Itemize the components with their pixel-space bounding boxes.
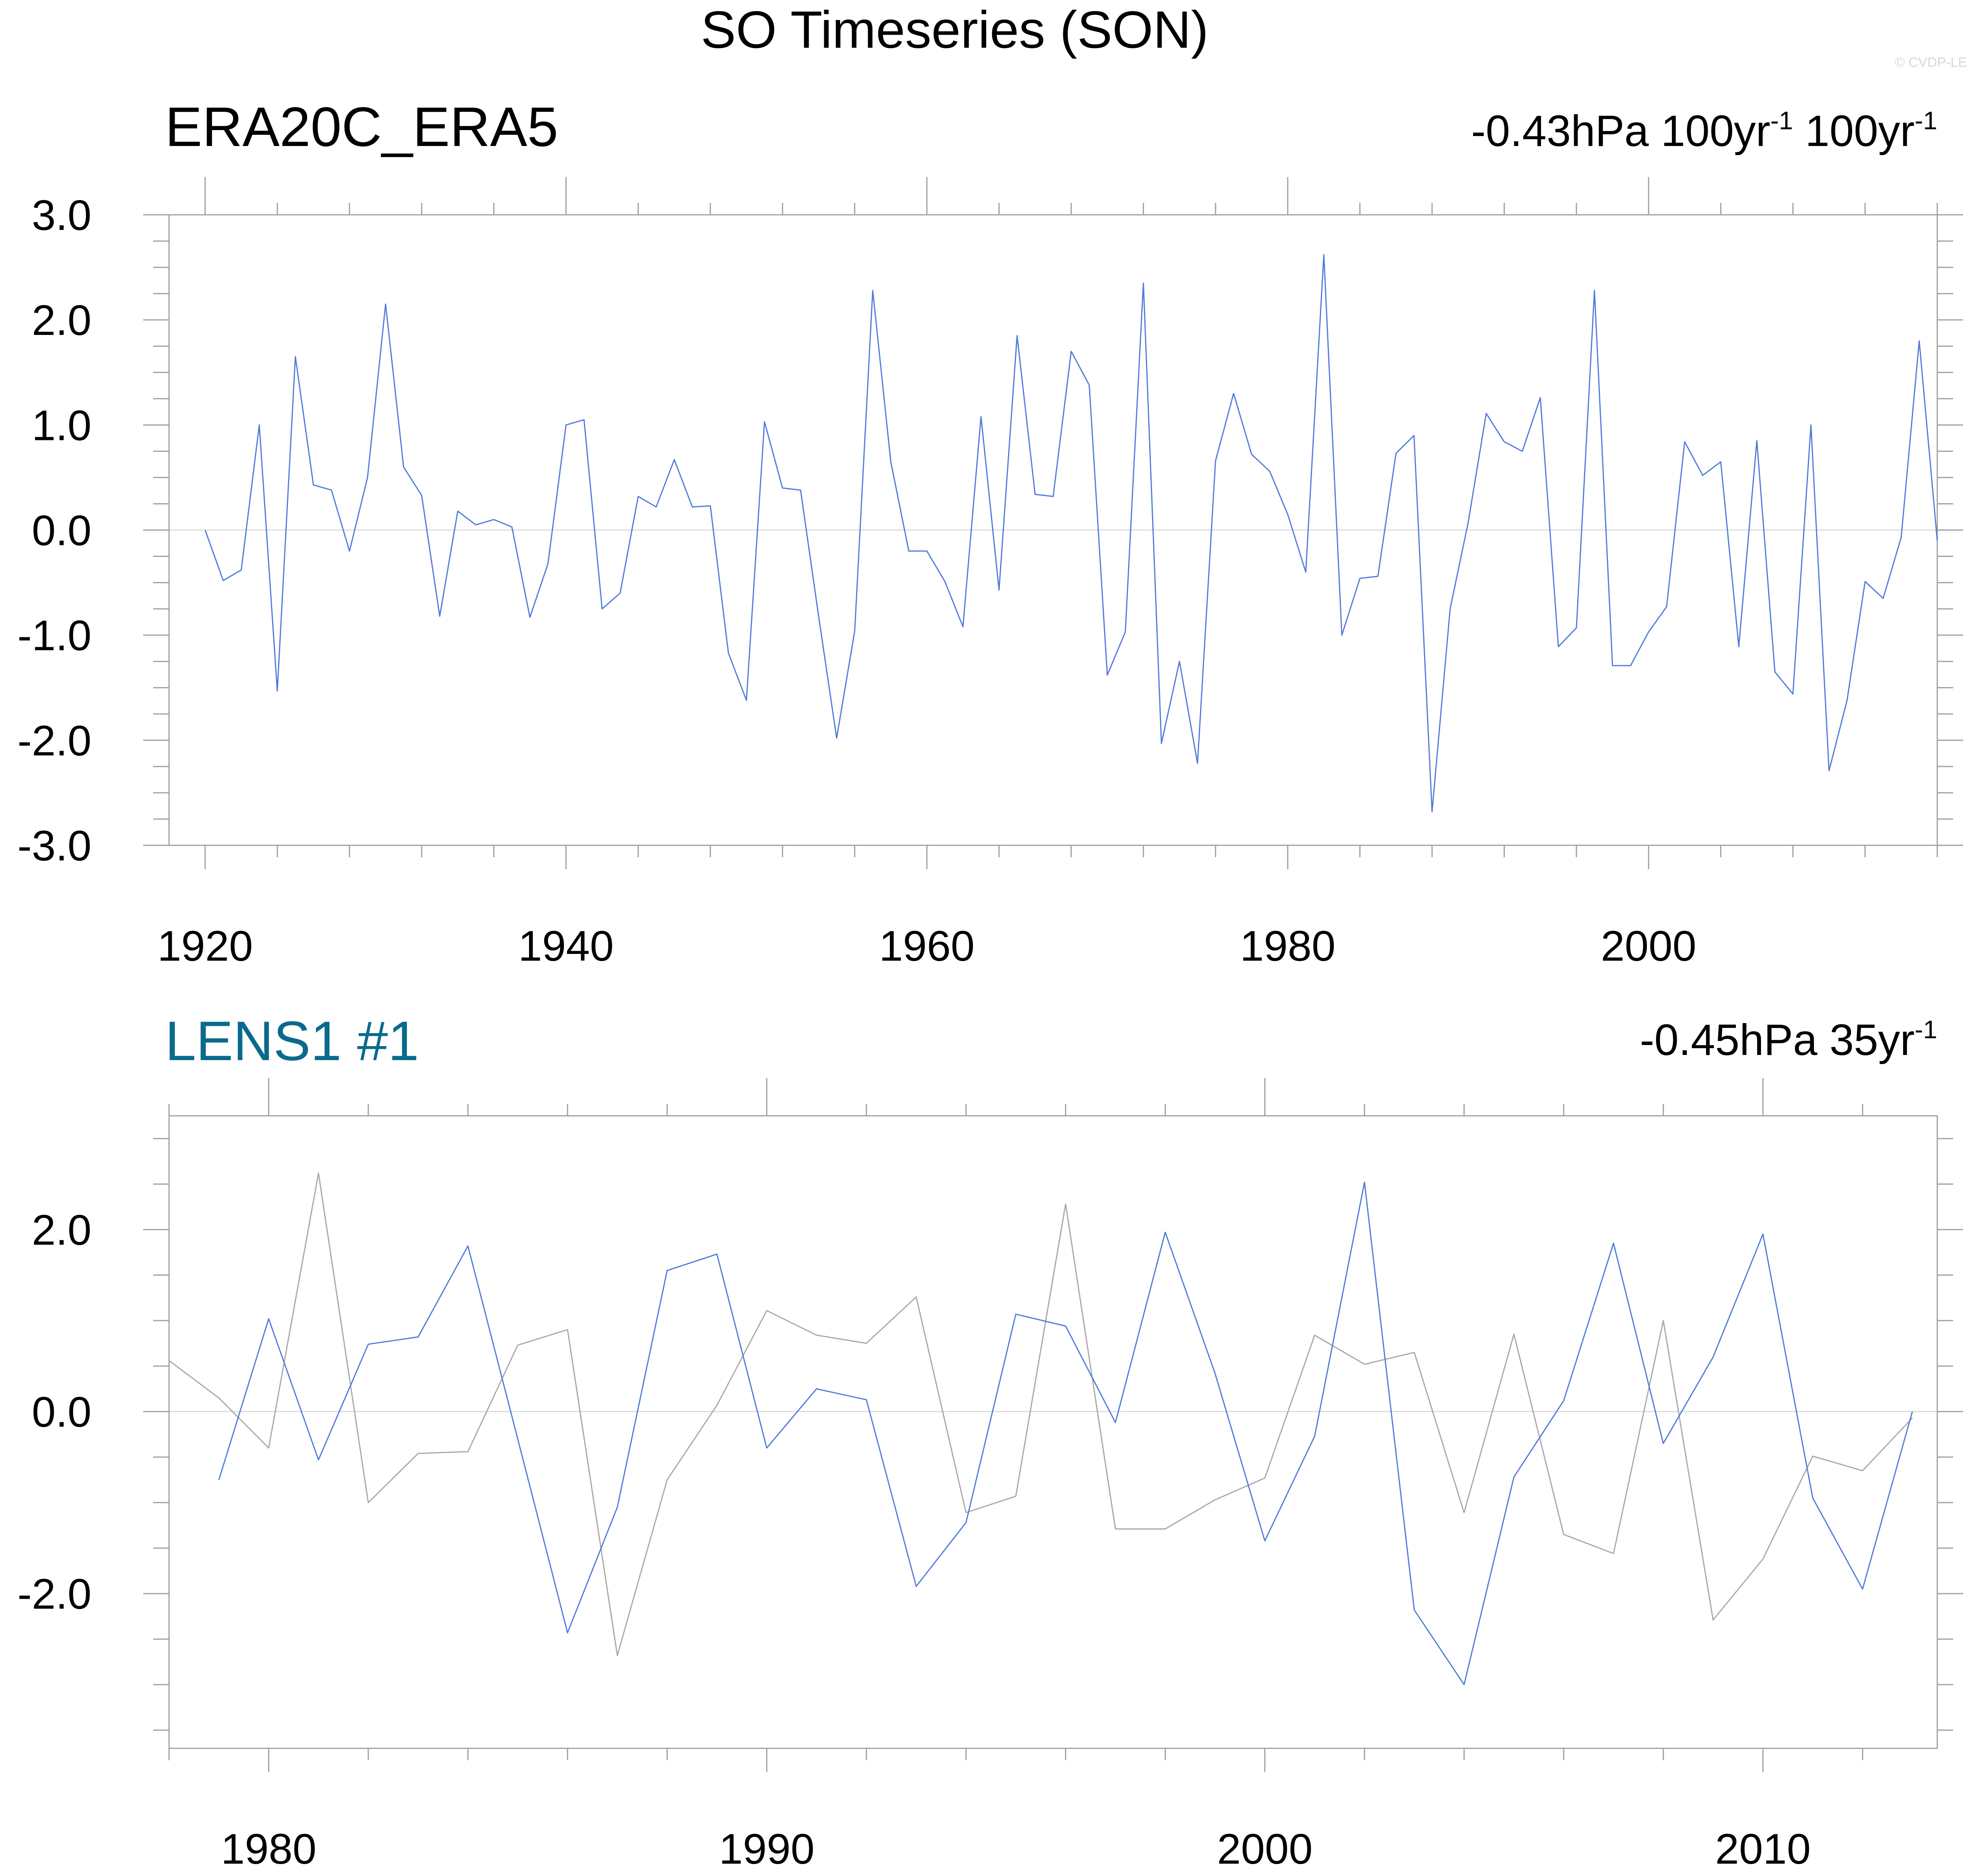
x-tick-label: 1980 xyxy=(221,1825,316,1873)
trend-value: -0.45hPa xyxy=(1640,1016,1818,1064)
panel-title: ERA20C_ERA5 xyxy=(165,95,558,158)
x-tick-label: 2000 xyxy=(1217,1825,1313,1873)
y-tick-label: -3.0 xyxy=(18,821,91,870)
y-tick-label: -1.0 xyxy=(18,611,91,660)
x-tick-label: 1980 xyxy=(1240,922,1335,970)
trend-label: -0.45hPa 35yr-1 xyxy=(1640,1015,1937,1064)
x-tick-label: 1990 xyxy=(719,1825,814,1873)
y-tick-label: 0.0 xyxy=(32,506,91,555)
y-tick-label: -2.0 xyxy=(18,716,91,765)
x-tick-label: 2000 xyxy=(1601,922,1696,970)
y-tick-label: 1.0 xyxy=(32,401,91,449)
trend-value: -0.43hPa xyxy=(1471,107,1649,156)
y-tick-label: 0.0 xyxy=(32,1388,91,1436)
panel-era20c-era5: ERA20C_ERA5 -0.43hPa 100yr-1 100yr-1 192… xyxy=(18,90,1963,970)
x-tick-label: 1940 xyxy=(518,922,614,970)
x-tick-label: 1920 xyxy=(158,922,253,970)
panel-title: LENS1 #1 xyxy=(165,1010,419,1072)
credit-watermark: © CVDP-LE xyxy=(1895,55,1967,70)
plot-frame xyxy=(168,1115,1938,1749)
y-tick-label: 2.0 xyxy=(32,296,91,344)
y-tick-label: -2.0 xyxy=(18,1570,91,1618)
series-line-era20c-era5 xyxy=(204,254,1938,812)
plot-area: 1920 1940 1960 1980 2000 -3.0 -2.0 -1.0 0.0 1.0 2.… xyxy=(18,177,1963,970)
y-tick-label: 3.0 xyxy=(32,191,91,239)
plot-area: 1980 1990 2000 2010 -2.0 0.0 2.0 xyxy=(18,1078,1963,1873)
x-tick-label: 2010 xyxy=(1715,1825,1811,1873)
figure-title: SO Timeseries (SON) xyxy=(701,0,1209,59)
series-line-era20c-era5 xyxy=(169,1172,1913,1656)
plot-frame xyxy=(168,214,1938,846)
x-tick-label: 1960 xyxy=(879,922,975,970)
series-line-lens1-1 xyxy=(218,1181,1913,1685)
panel-lens1-1: LENS1 #1 -0.45hPa 35yr-1 1980 1990 2000 201… xyxy=(18,1010,1963,1873)
y-tick-label: 2.0 xyxy=(32,1206,91,1254)
trend-label: -0.43hPa 100yr-1 100yr-1 xyxy=(1471,90,1937,156)
